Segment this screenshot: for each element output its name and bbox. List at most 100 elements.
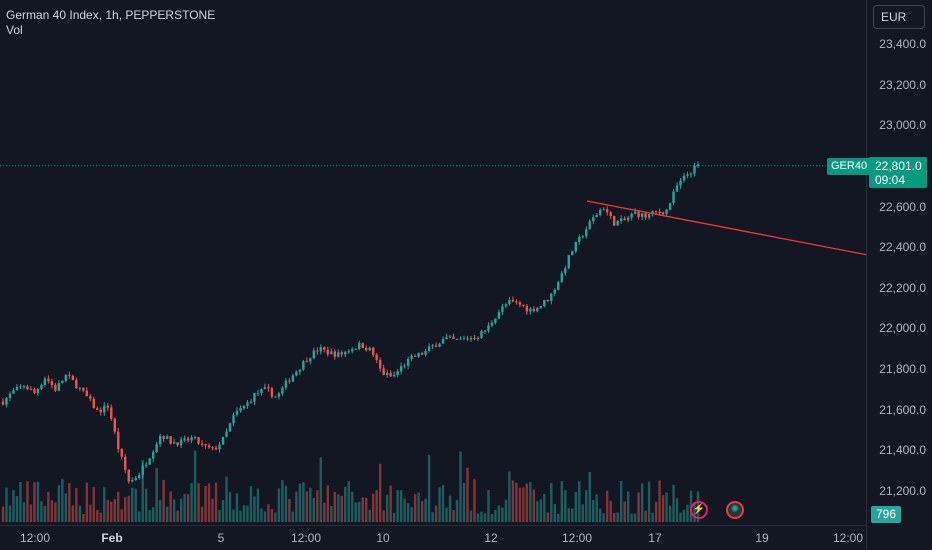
candle-body <box>696 164 700 166</box>
candle-body <box>193 437 197 439</box>
volume-legend[interactable]: Vol <box>6 23 23 37</box>
volume-bar <box>263 511 267 522</box>
volume-bar <box>623 501 626 522</box>
volume-bar <box>511 480 515 522</box>
candle-body <box>148 458 151 465</box>
price-tick: 21,600.0 <box>879 402 926 417</box>
volume-bar <box>61 479 64 522</box>
volume-bar <box>92 487 96 522</box>
chart-pane[interactable]: German 40 Index, 1h, PEPPERSTONE Vol ⚡ ✺ <box>0 0 866 525</box>
candle-body <box>249 401 253 403</box>
candle-body <box>284 380 288 388</box>
volume-bar <box>539 499 543 522</box>
price-tick: 23,400.0 <box>879 37 926 51</box>
candle-body <box>26 386 29 390</box>
volume-bar <box>599 508 602 522</box>
lightning-icon[interactable]: ⚡ <box>690 501 708 519</box>
volume-bar <box>560 481 563 522</box>
candle-body <box>200 443 204 445</box>
volume-bar <box>427 454 431 522</box>
currency-button[interactable]: EUR <box>873 5 925 29</box>
candle-body <box>630 213 633 218</box>
dividend-icon[interactable]: ✺ <box>726 501 744 519</box>
volume-bar <box>176 510 179 522</box>
candle-body <box>204 444 207 446</box>
candle-body <box>281 387 284 394</box>
candle-body <box>78 387 82 389</box>
candle-body <box>633 211 637 214</box>
candle-body <box>68 374 71 376</box>
candle-body <box>389 372 392 377</box>
volume-bar <box>291 511 295 522</box>
volume-bar <box>403 498 406 522</box>
volume-bar <box>1 506 5 522</box>
volume-bar <box>57 485 61 522</box>
volume-bar <box>295 491 298 522</box>
candle-body <box>267 387 270 389</box>
candle-body <box>365 347 368 351</box>
candle-body <box>263 387 267 390</box>
volume-bar <box>78 505 82 522</box>
volume-bar <box>602 513 605 522</box>
volume-bar <box>221 500 225 522</box>
volume-bar <box>305 491 309 522</box>
volume-bar <box>106 500 109 522</box>
volume-bar <box>260 508 263 522</box>
volume-bar <box>640 483 644 522</box>
price-tick: 21,200.0 <box>879 484 926 498</box>
price-scale[interactable]: 23,400.023,200.023,000.022,800.022,600.0… <box>866 0 932 550</box>
candle-body <box>368 347 371 351</box>
candle-body <box>256 393 260 395</box>
volume-bar <box>630 513 633 522</box>
candle-body <box>277 393 281 397</box>
candle-body <box>337 352 340 357</box>
candlestick-chart[interactable] <box>0 0 866 525</box>
volume-bar <box>277 488 281 522</box>
time-scale[interactable]: 12:00 Feb 5 12:00 10 12 12:00 17 19 12:00 <box>0 525 866 550</box>
chart-legend: German 40 Index, 1h, PEPPERSTONE Vol <box>6 8 215 38</box>
candle-body <box>64 374 68 381</box>
candle-body <box>399 366 403 372</box>
candle-body <box>564 268 567 274</box>
volume-bar <box>120 509 123 522</box>
symbol-title[interactable]: German 40 Index, 1h, PEPPERSTONE <box>6 8 216 22</box>
volume-bar <box>529 481 532 522</box>
candle-body <box>15 386 19 391</box>
candle-body <box>131 480 134 482</box>
volume-bar <box>581 504 584 522</box>
volume-bar <box>274 512 277 522</box>
candle-body <box>144 464 148 466</box>
candle-body <box>672 191 675 204</box>
candle-body <box>424 350 427 355</box>
candle-body <box>637 211 640 217</box>
volume-bar <box>578 481 581 522</box>
time-tick: 12:00 <box>290 531 322 545</box>
price-tick: 22,200.0 <box>879 280 926 295</box>
candle-body <box>382 368 385 376</box>
candle-body <box>560 273 563 283</box>
volume-bar <box>15 496 19 522</box>
candle-body <box>612 216 616 226</box>
time-tick: 19 <box>755 531 769 545</box>
candle-body <box>340 352 343 355</box>
candle-body <box>375 354 378 360</box>
volume-bar <box>585 490 588 522</box>
candle-body <box>466 338 469 340</box>
candle-body <box>616 220 619 226</box>
candle-body <box>138 474 141 478</box>
candle-body <box>221 436 225 445</box>
candle-body <box>61 380 64 384</box>
price-tick: 23,200.0 <box>879 77 926 92</box>
last-price-value: 22,801.0 <box>875 159 922 173</box>
candle-body <box>480 331 483 338</box>
candle-body <box>385 372 389 376</box>
candle-body <box>124 456 127 470</box>
candle-body <box>518 302 522 305</box>
volume-bar <box>668 505 672 522</box>
volume-bar <box>284 485 288 522</box>
candle-body <box>319 347 323 352</box>
volume-bar <box>605 490 609 522</box>
volume-bar <box>249 486 253 522</box>
candle-body <box>644 213 647 218</box>
candle-body <box>574 242 577 252</box>
